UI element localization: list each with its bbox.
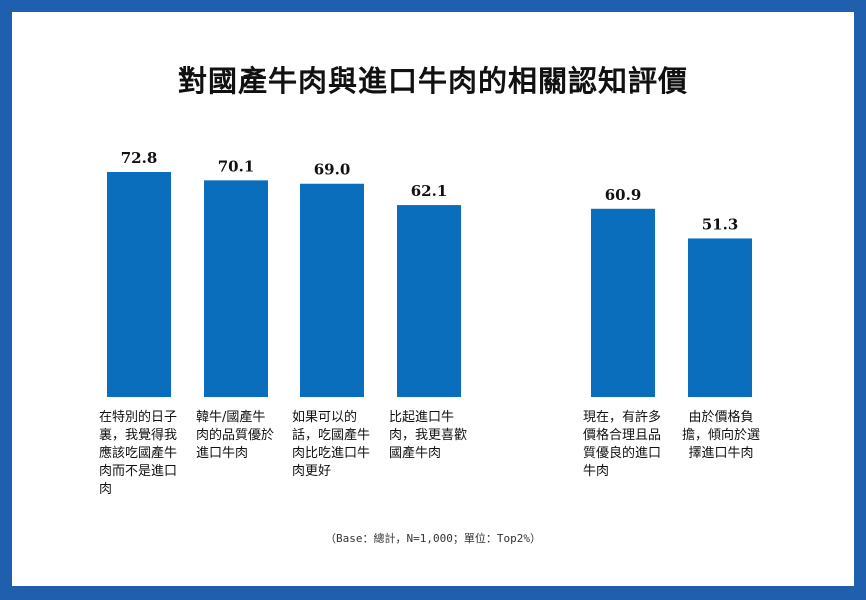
data-label-3: 69.0 — [314, 161, 351, 179]
data-label-6: 51.3 — [702, 215, 739, 233]
data-label-4: 62.1 — [411, 182, 448, 200]
bar-5 — [591, 208, 655, 397]
chart-title: 對國產牛肉與進口牛肉的相關認知評價 — [177, 64, 688, 98]
category-label-2: 韓牛/國產牛肉的品質優於進口牛肉 — [196, 410, 275, 461]
bar-4 — [397, 205, 461, 397]
base-note: （Base：總計，N=1,000；單位：Top2%） — [325, 532, 541, 545]
bar-2 — [204, 180, 268, 397]
category-label-4: 比起進口牛肉，我更喜歡國產牛肉 — [389, 410, 468, 461]
bar-1 — [107, 172, 171, 397]
bar-6 — [688, 238, 752, 397]
category-label-5: 現在，有許多價格合理且品質優良的進口牛肉 — [583, 410, 662, 479]
data-label-2: 70.1 — [218, 157, 255, 175]
data-label-1: 72.8 — [121, 149, 158, 167]
category-label-3: 如果可以的話，吃國產牛肉比吃進口牛肉更好 — [292, 410, 371, 479]
data-label-5: 60.9 — [605, 186, 642, 204]
category-label-1: 在特別的日子裏，我覺得我應該吃國產牛肉而不是進口肉 — [99, 410, 178, 497]
category-label-6: 由於價格負擔，傾向於選擇進口牛肉 — [681, 410, 760, 461]
bar-3 — [300, 183, 364, 397]
